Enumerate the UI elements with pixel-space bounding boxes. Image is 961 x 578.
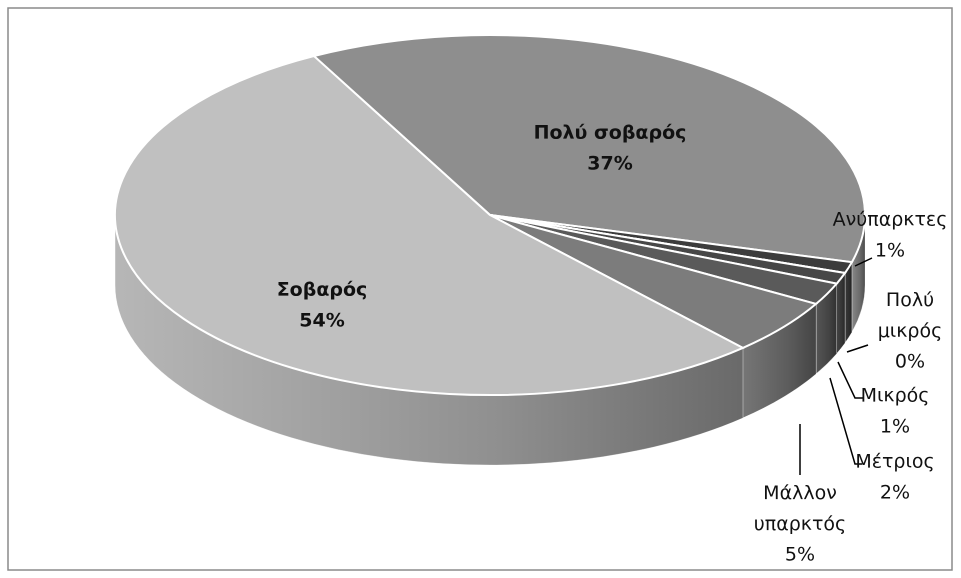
category-label: Πολύ σοβαρός bbox=[534, 122, 687, 144]
slice-side-shade bbox=[816, 283, 837, 374]
slice-side-shade bbox=[115, 215, 743, 466]
category-label: Σοβαρός bbox=[277, 279, 368, 301]
slice-side-shade bbox=[742, 303, 817, 418]
value-label: 2% bbox=[880, 482, 910, 504]
slice-side-shade bbox=[851, 215, 865, 333]
category-label: Μάλλον υπαρκτός bbox=[754, 482, 846, 535]
category-label: Μέτριος bbox=[855, 451, 934, 473]
value-label: 5% bbox=[785, 544, 815, 566]
category-label: Μικρός bbox=[861, 385, 930, 407]
category-label: Ανύπαρκτες bbox=[833, 209, 948, 231]
value-label: 0% bbox=[895, 351, 925, 373]
value-label: 1% bbox=[875, 240, 905, 262]
leader-line bbox=[829, 377, 862, 465]
leader-line bbox=[846, 344, 869, 353]
leader-line bbox=[854, 257, 873, 267]
slice-side-shade bbox=[836, 273, 845, 354]
slice bbox=[311, 34, 866, 264]
value-label: 37% bbox=[587, 153, 632, 175]
category-label: Πολύ μικρός bbox=[878, 289, 943, 342]
leader-line bbox=[837, 361, 864, 399]
value-label: 1% bbox=[880, 416, 910, 438]
slice-side-shade bbox=[844, 262, 852, 344]
value-label: 54% bbox=[299, 310, 344, 332]
slice bbox=[114, 54, 746, 396]
